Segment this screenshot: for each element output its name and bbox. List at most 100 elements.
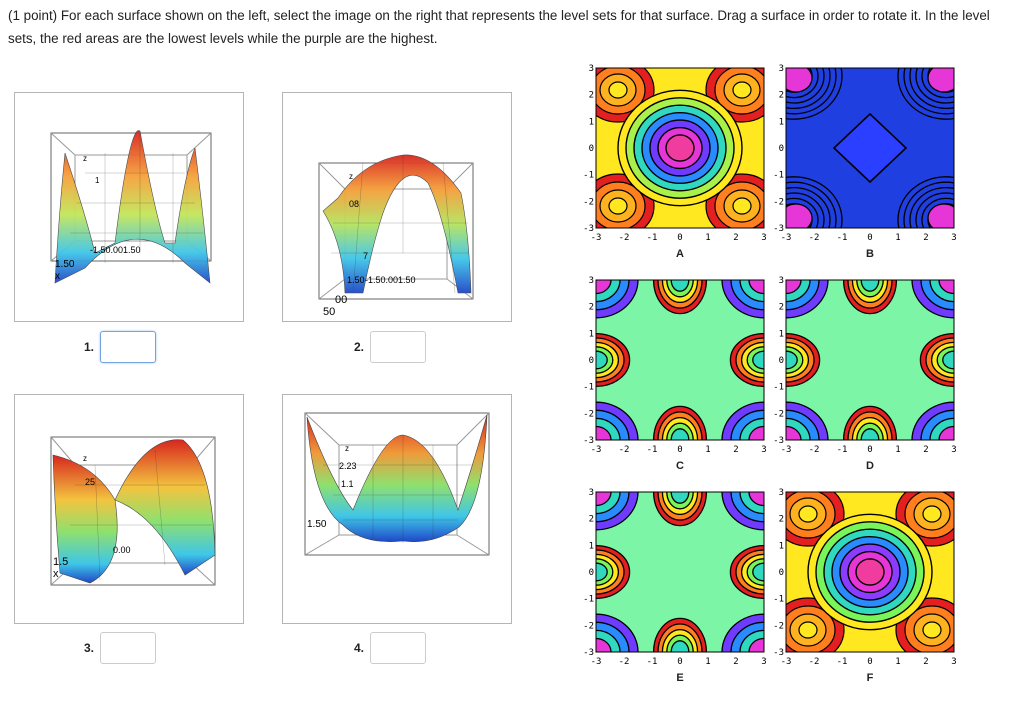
contour-label-d: D: [866, 460, 874, 472]
surface-axis-label: -1.50.001.50: [365, 275, 416, 285]
x-tick-label: -2: [619, 445, 630, 455]
x-tick-label: 1: [705, 233, 710, 243]
answer-number-1: 1.: [83, 340, 94, 354]
contour-canvas: -3 -2 -1 0 1 2 3 3 2 1 0 -1 -2 -3: [773, 488, 957, 667]
y-tick-label: 3: [589, 488, 594, 498]
answer-input-4[interactable]: [370, 632, 426, 664]
x-tick-label: 2: [923, 445, 928, 455]
y-tick-label: 1: [589, 117, 594, 127]
question-text: (1 point) For each surface shown on the …: [8, 4, 1020, 50]
x-tick-label: -2: [619, 233, 630, 243]
contour-plot-c: -3 -2 -1 0 1 2 3 3 2 1 0 -1 -2 -3 C: [583, 276, 769, 472]
y-tick-label: -3: [584, 648, 594, 658]
x-tick-label: 0: [677, 445, 682, 455]
x-tick-label: -1: [647, 445, 658, 455]
x-tick-label: 3: [951, 445, 956, 455]
y-tick-label: 0: [589, 144, 594, 154]
x-tick-label: 0: [867, 445, 872, 455]
y-tick-label: -2: [774, 197, 784, 207]
surface-axis-label: 25: [85, 477, 95, 487]
y-tick-label: 1: [779, 329, 784, 339]
y-tick-label: 2: [779, 91, 784, 101]
x-tick-label: 3: [761, 657, 766, 667]
y-tick-label: 1: [589, 541, 594, 551]
contour-label-e: E: [676, 672, 684, 684]
x-tick-label: -3: [591, 233, 602, 243]
y-tick-label: -3: [774, 436, 784, 446]
surface-canvas-4[interactable]: z 2.23 1.1 1.50: [283, 395, 512, 624]
y-tick-label: 2: [589, 303, 594, 313]
surface-axis-label: 0.00: [113, 545, 131, 555]
contour-canvas: -3 -2 -1 0 1 2 3 3 2 1 0 -1 -2 -3: [773, 64, 957, 243]
y-tick-label: -3: [774, 224, 784, 234]
surface-axis-label: 1.50: [347, 275, 365, 285]
surface-axis-label: 1.5: [53, 556, 68, 568]
x-tick-label: 3: [951, 657, 956, 667]
answer-input-3[interactable]: [100, 632, 156, 664]
surface-plot-3[interactable]: z 25 0.00 1.5 x: [14, 394, 244, 624]
surface-plot-1[interactable]: z 1 -1.50.001.50 1.50 x: [14, 92, 244, 322]
contour-plot-f: -3 -2 -1 0 1 2 3 3 2 1 0 -1 -2 -3 F: [773, 488, 959, 684]
y-tick-label: -1: [584, 171, 594, 181]
x-tick-label: 0: [867, 233, 872, 243]
surface-axis-label: -1.50.001.50: [90, 245, 141, 255]
y-tick-label: -2: [774, 621, 784, 631]
surface-axis-label: x: [55, 271, 60, 282]
surface-axis-label: 7: [363, 251, 368, 261]
y-tick-label: -2: [584, 621, 594, 631]
x-tick-label: 3: [951, 233, 956, 243]
contour-plot-a: -3 -2 -1 0 1 2 3 3 2 1 0 -1 -2 -3 A: [583, 64, 769, 260]
x-tick-label: -2: [619, 657, 630, 667]
answer-number-4: 4.: [353, 641, 364, 655]
surface-axis-label: 00: [335, 294, 347, 306]
x-tick-label: 2: [923, 657, 928, 667]
x-tick-label: -3: [781, 233, 792, 243]
y-tick-label: -3: [774, 648, 784, 658]
y-tick-label: -1: [774, 595, 784, 605]
y-tick-label: 1: [589, 329, 594, 339]
x-tick-label: -2: [809, 657, 820, 667]
surface-axis-label: 1.1: [341, 479, 354, 489]
x-tick-label: -1: [837, 657, 848, 667]
y-tick-label: 2: [779, 303, 784, 313]
x-tick-label: 0: [677, 233, 682, 243]
answer-row-3: 3.: [72, 632, 156, 664]
surface-axis-label: 50: [323, 306, 335, 318]
surface-axis-label: 1: [95, 176, 100, 185]
contour-label-a: A: [676, 248, 684, 260]
y-tick-label: 1: [779, 541, 784, 551]
contour-label-c: C: [676, 460, 684, 472]
surface-axis-label: 1.50: [307, 519, 327, 530]
surface-axis-label: z: [345, 444, 349, 453]
x-tick-label: -3: [591, 445, 602, 455]
surface-plot-2[interactable]: z 08 7 -1.50.001.50 1.50 00 50: [282, 92, 512, 322]
y-tick-label: 3: [779, 64, 784, 74]
surface-canvas-3[interactable]: z 25 0.00 1.5 x: [15, 395, 244, 624]
contour-canvas: -3 -2 -1 0 1 2 3 3 2 1 0 -1 -2 -3: [583, 276, 767, 455]
y-tick-label: -2: [584, 197, 594, 207]
y-tick-label: -1: [774, 171, 784, 181]
y-tick-label: 3: [589, 276, 594, 286]
contour-canvas: -3 -2 -1 0 1 2 3 3 2 1 0 -1 -2 -3: [773, 276, 957, 455]
x-tick-label: 1: [895, 233, 900, 243]
surface-canvas-1[interactable]: z 1 -1.50.001.50 1.50 x: [15, 93, 244, 322]
x-tick-label: 3: [761, 233, 766, 243]
y-tick-label: -1: [584, 595, 594, 605]
surface-axis-label: z: [83, 154, 87, 163]
contour-canvas: -3 -2 -1 0 1 2 3 3 2 1 0 -1 -2 -3: [583, 488, 767, 667]
answer-number-2: 2.: [353, 340, 364, 354]
y-tick-label: 0: [589, 568, 594, 578]
y-tick-label: 0: [779, 356, 784, 366]
x-tick-label: -3: [591, 657, 602, 667]
answer-input-2[interactable]: [370, 331, 426, 363]
surface-axis-label: x: [53, 568, 59, 580]
answer-number-3: 3.: [83, 641, 94, 655]
x-tick-label: -1: [837, 445, 848, 455]
answer-input-1[interactable]: [100, 331, 156, 363]
answer-row-4: 4.: [342, 632, 426, 664]
surface-plot-4[interactable]: z 2.23 1.1 1.50: [282, 394, 512, 624]
x-tick-label: -2: [809, 445, 820, 455]
surface-canvas-2[interactable]: z 08 7 -1.50.001.50 1.50 00 50: [283, 93, 512, 322]
contour-label-b: B: [866, 248, 874, 260]
contour-plot-b: -3 -2 -1 0 1 2 3 3 2 1 0 -1 -2 -3 B: [773, 64, 959, 260]
